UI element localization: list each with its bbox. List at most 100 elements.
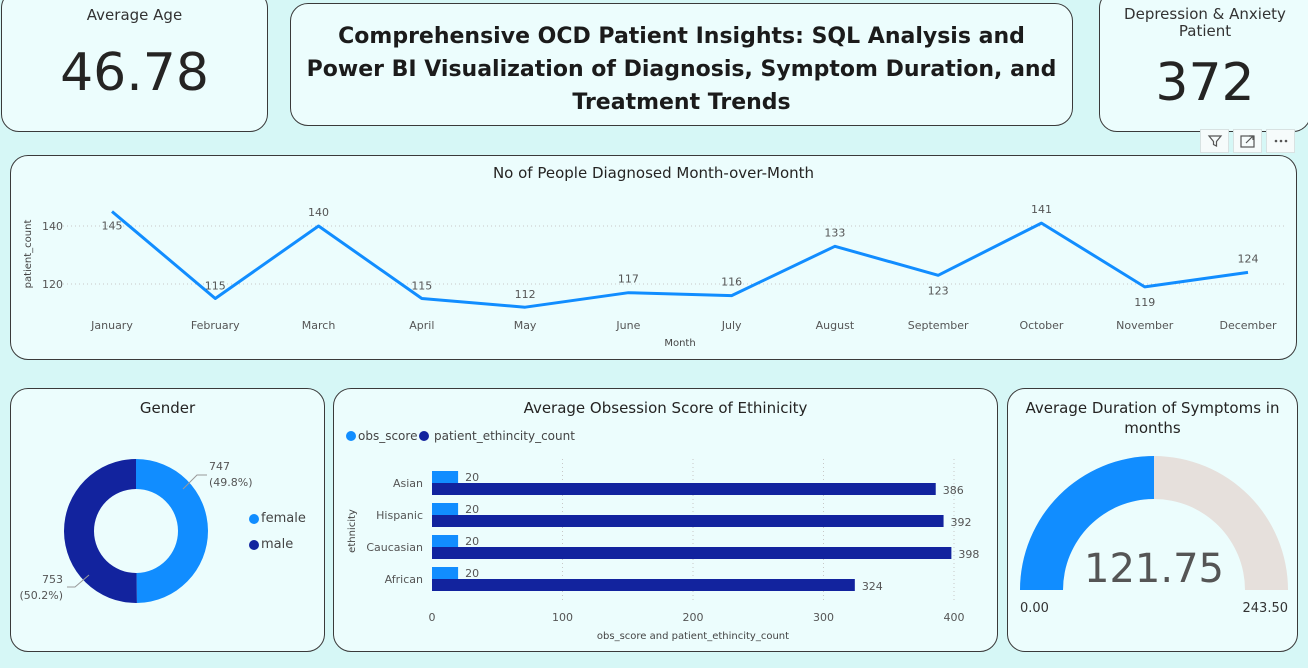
gender-card: Gender 747 (49.8%) 753 (50.2%) female male <box>10 388 325 652</box>
x-axis-label: obs_score and patient_ethincity_count <box>597 631 789 642</box>
x-tick-april: April <box>409 319 434 332</box>
data-label-january: 145 <box>102 220 123 233</box>
label-ethnicity-count-caucasian: 398 <box>958 548 979 561</box>
legend-ethnicity-count-marker <box>419 431 429 441</box>
legend-male[interactable]: male <box>249 537 293 552</box>
ethnicity-title: Average Obsession Score of Ethinicity <box>523 399 808 417</box>
x-tick-february: February <box>191 319 240 332</box>
slice-female <box>136 459 208 603</box>
gauge-value: 121.75 <box>1084 546 1224 592</box>
bar-obs-score-hispanic <box>432 503 459 515</box>
data-label-march: 140 <box>308 206 329 219</box>
filter-button[interactable] <box>1200 129 1229 153</box>
series-line <box>111 210 1249 309</box>
filter-icon <box>1207 135 1222 147</box>
data-label-september: 123 <box>928 284 949 297</box>
leader-female <box>182 474 207 490</box>
label-obs-score-hispanic: 20 <box>465 503 479 516</box>
x-tick-march: March <box>302 319 336 332</box>
label-obs-score-african: 20 <box>465 567 479 580</box>
category-african: African <box>385 573 423 586</box>
x-tick-september: September <box>908 319 969 332</box>
average-age-card: Average Age 46.78 <box>1 0 268 132</box>
x-tick-may: May <box>514 319 537 332</box>
legend-female[interactable]: female <box>249 511 306 526</box>
bar-ethnicity-count-asian <box>432 483 936 495</box>
x-tick-june: June <box>615 319 640 332</box>
data-label-february: 115 <box>205 280 226 293</box>
y-axis-label: ethnicity <box>347 509 358 553</box>
page-title: Comprehensive OCD Patient Insights: SQL … <box>306 24 1057 115</box>
x-tick-100: 100 <box>552 611 573 624</box>
bar-obs-score-asian <box>432 471 459 483</box>
symptom-duration-gauge: 121.75 0.00 243.50 <box>1020 456 1289 616</box>
average-age-value: 46.78 <box>60 43 209 103</box>
leader-male <box>67 574 90 588</box>
x-axis-label: Month <box>664 338 695 349</box>
depression-anxiety-card: Depression & Anxiety Patient 372 <box>1099 0 1308 132</box>
category-asian: Asian <box>393 477 423 490</box>
x-tick-october: October <box>1019 319 1063 332</box>
label-male-value: 753 <box>42 573 63 586</box>
focus-mode-icon <box>1239 135 1255 148</box>
visual-toolbar <box>1200 129 1300 155</box>
focus-mode-button[interactable] <box>1233 129 1262 153</box>
gauge-max: 243.50 <box>1243 601 1289 616</box>
bar-ethnicity-count-hispanic <box>432 515 944 527</box>
more-options-button[interactable] <box>1266 129 1295 153</box>
legend-male-marker <box>249 539 259 550</box>
data-label-april: 115 <box>411 280 432 293</box>
label-ethnicity-count-asian: 386 <box>943 484 964 497</box>
label-obs-score-asian: 20 <box>465 471 479 484</box>
line-chart-title: No of People Diagnosed Month-over-Month <box>492 164 815 182</box>
legend-obs-score-marker <box>346 431 356 441</box>
legend-male-label: male <box>261 537 294 552</box>
label-obs-score-caucasian: 20 <box>465 535 479 548</box>
label-female-value: 747 <box>209 460 230 473</box>
x-tick-200: 200 <box>683 611 704 624</box>
legend-ethnicity-count-label: patient_ethincity_count <box>434 429 575 443</box>
data-label-october: 141 <box>1031 203 1052 216</box>
average-age-label: Average Age <box>86 6 183 24</box>
y-axis-label: patient_count <box>23 220 34 289</box>
label-female-percent: (49.8%) <box>209 476 253 489</box>
x-tick-300: 300 <box>813 611 834 624</box>
x-tick-january: January <box>90 319 133 332</box>
category-caucasian: Caucasian <box>366 541 423 554</box>
y-tick-120: 120 <box>42 278 63 291</box>
label-male-percent: (50.2%) <box>19 589 63 602</box>
legend-female-marker <box>249 513 259 524</box>
gender-title: Gender <box>139 399 196 417</box>
legend-obs-score[interactable]: obs_score <box>346 429 417 443</box>
bar-obs-score-caucasian <box>432 535 459 547</box>
ethnicity-bar-chart: 0 100 200 300 400 obs_score and patient_ethin… <box>347 459 979 642</box>
data-label-june: 117 <box>618 273 639 286</box>
legend-ethnicity-count[interactable]: patient_ethincity_count <box>419 429 575 443</box>
more-options-icon <box>1274 139 1287 143</box>
category-hispanic: Hispanic <box>376 509 423 522</box>
x-tick-december: December <box>1219 319 1277 332</box>
label-ethnicity-count-hispanic: 392 <box>951 516 972 529</box>
gauge-card: Average Duration of Symptoms in months 1… <box>1007 388 1298 652</box>
bar-ethnicity-count-african <box>432 579 855 591</box>
depression-anxiety-value: 372 <box>1155 53 1255 113</box>
gender-donut-chart: 747 (49.8%) 753 (50.2%) <box>19 459 253 603</box>
title-card: Comprehensive OCD Patient Insights: SQL … <box>290 3 1073 126</box>
line-chart-card: No of People Diagnosed Month-over-Month … <box>10 155 1297 360</box>
data-label-december: 124 <box>1238 252 1259 265</box>
legend-obs-score-label: obs_score <box>358 429 418 443</box>
ethnicity-card: Average Obsession Score of Ethinicity ob… <box>333 388 998 652</box>
bar-obs-score-african <box>432 567 459 579</box>
gauge-fill <box>1020 456 1154 590</box>
x-tick-july: July <box>721 319 742 332</box>
data-label-may: 112 <box>515 288 536 301</box>
label-ethnicity-count-african: 324 <box>862 580 883 593</box>
x-tick-november: November <box>1116 319 1174 332</box>
depression-anxiety-label: Depression & Anxiety Patient <box>1124 5 1286 40</box>
data-label-july: 116 <box>721 276 742 289</box>
y-tick-140: 140 <box>42 220 63 233</box>
legend-female-label: female <box>261 511 306 526</box>
slice-male <box>63 459 137 603</box>
data-label-august: 133 <box>824 226 845 239</box>
x-tick-august: August <box>816 319 855 332</box>
